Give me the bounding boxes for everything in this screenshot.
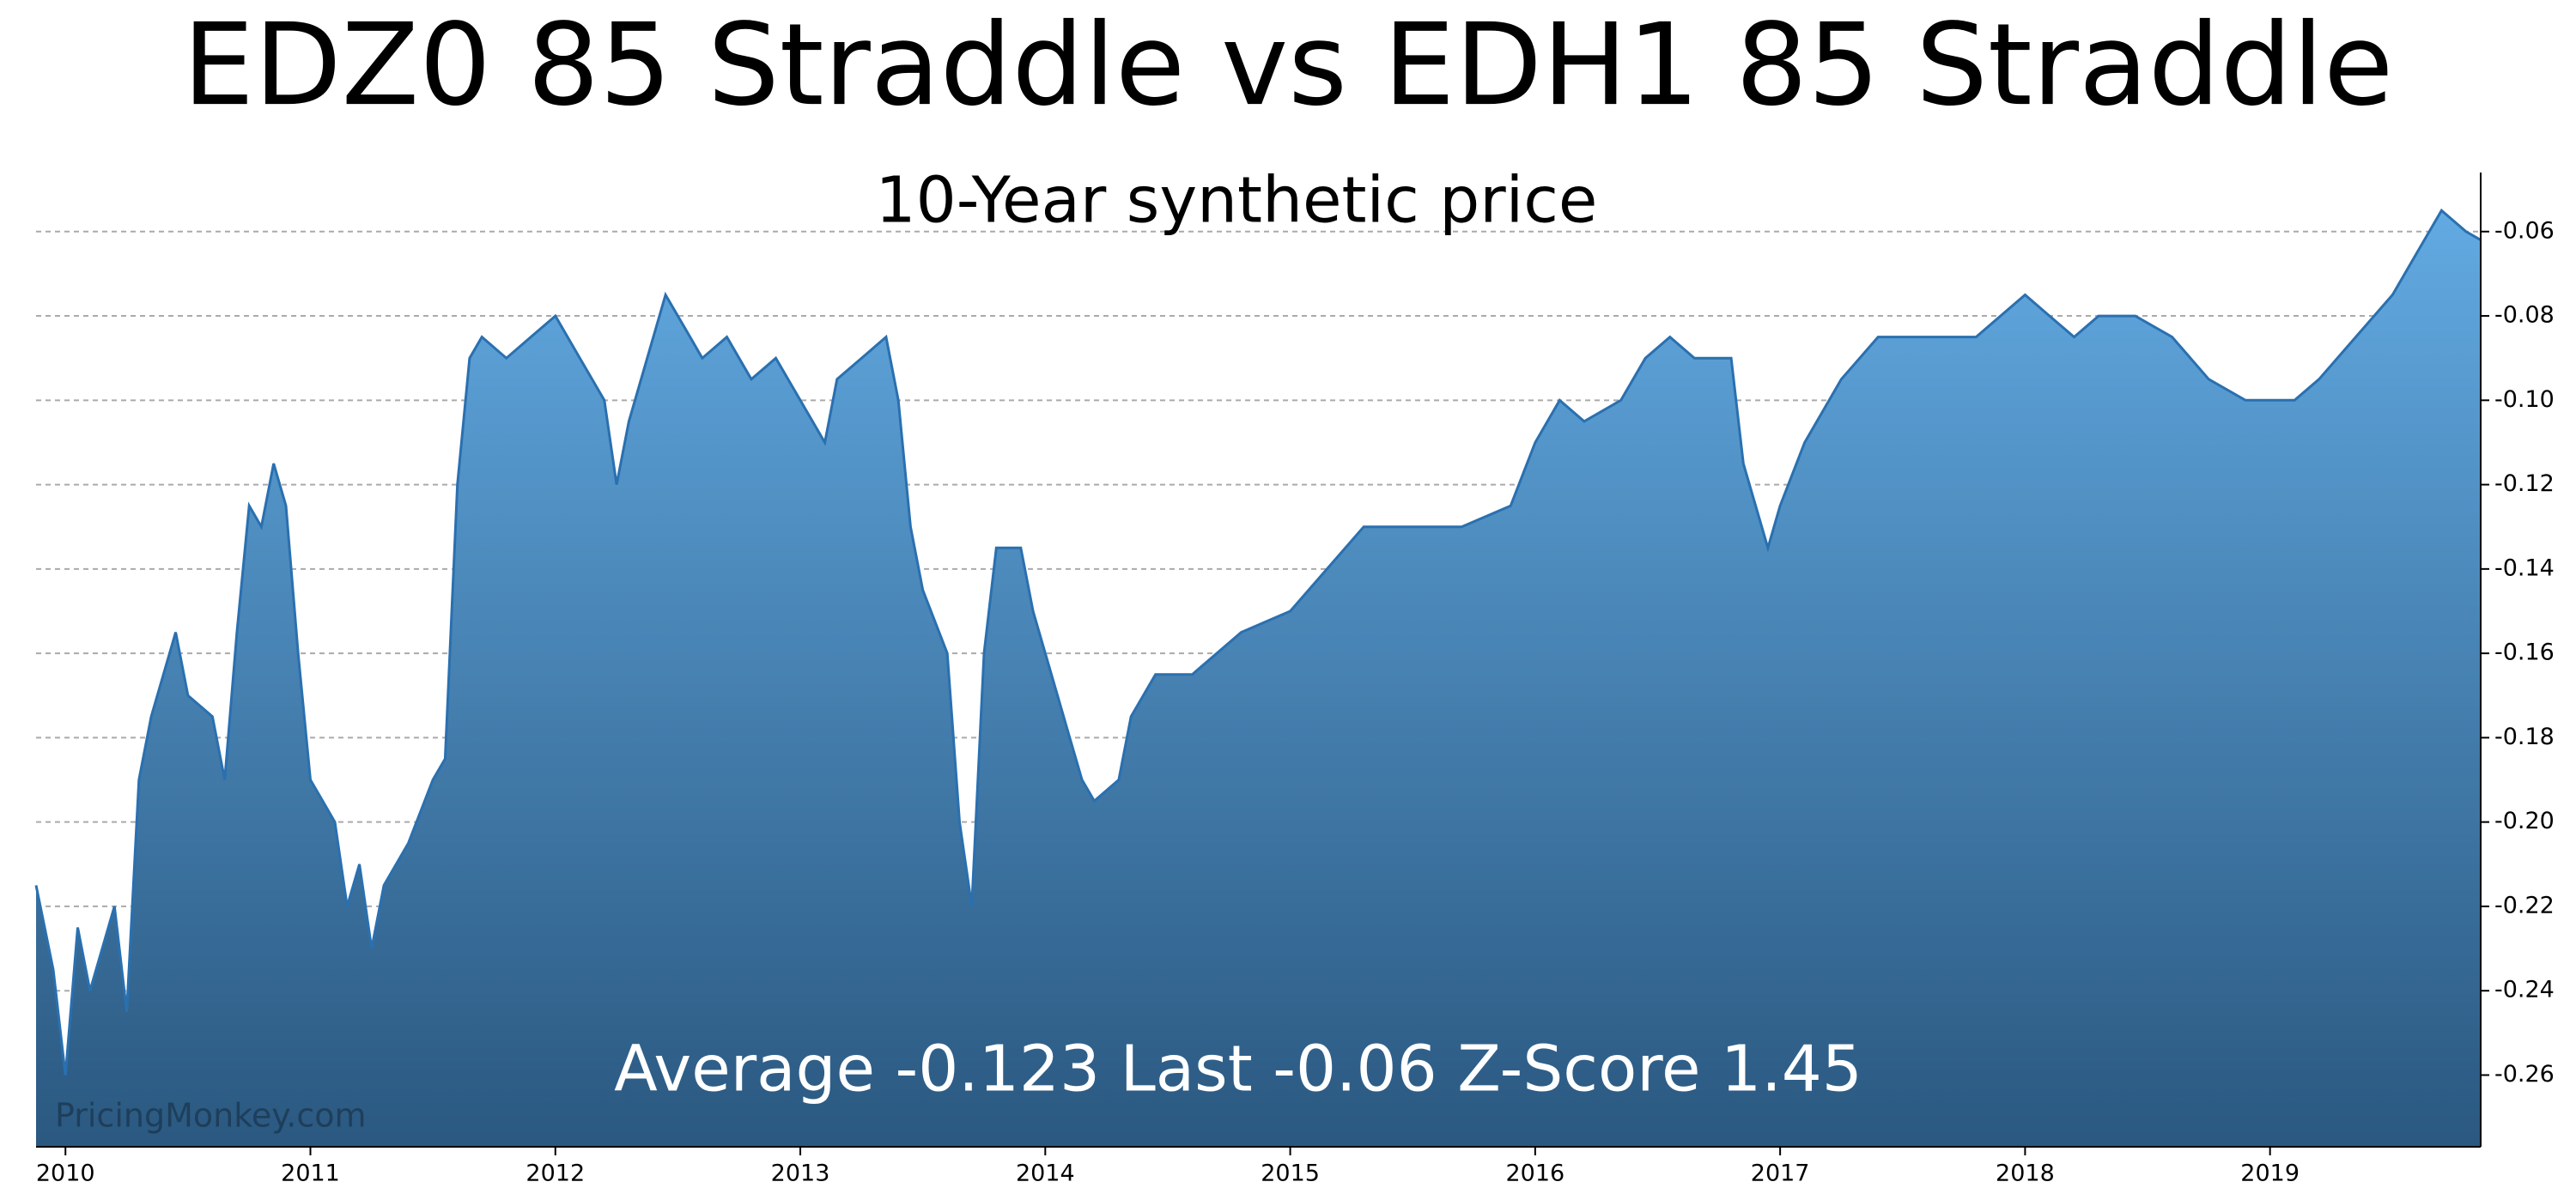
y-tick-label: -0.20	[2494, 808, 2555, 834]
x-tick-label: 2019	[2240, 1161, 2300, 1187]
y-tick-label: -0.10	[2494, 386, 2555, 413]
y-tick-label: -0.06	[2494, 217, 2555, 244]
y-tick-label: -0.12	[2494, 470, 2555, 497]
area	[36, 210, 2481, 1148]
y-tick-label: -0.08	[2494, 302, 2555, 329]
x-tick-label: 2017	[1751, 1161, 1810, 1187]
x-tick-label: 2015	[1261, 1161, 1320, 1187]
y-tick-label: -0.24	[2494, 977, 2555, 1003]
annotation: Average -0.123 Last -0.06 Z-Score 1.45	[614, 1033, 1862, 1106]
x-tick-label: 2012	[526, 1161, 585, 1187]
y-tick-label: -0.22	[2494, 892, 2555, 918]
x-tick-label: 2014	[1016, 1161, 1075, 1187]
y-tick-label: -0.18	[2494, 724, 2555, 750]
x-tick-label: 2010	[36, 1161, 95, 1187]
x-tick-label: 2018	[1996, 1161, 2055, 1187]
chart-subtitle: 10-Year synthetic price	[876, 164, 1598, 238]
chart-title: EDZ0 85 Straddle vs EDH1 85 Straddle	[183, 0, 2394, 131]
watermark: PricingMonkey.com	[55, 1097, 367, 1135]
x-tick-label: 2013	[771, 1161, 830, 1187]
y-tick-label: -0.16	[2494, 639, 2555, 666]
x-tick-label: 2011	[281, 1161, 340, 1187]
y-tick-label: -0.26	[2494, 1061, 2555, 1088]
y-tick-label: -0.14	[2494, 555, 2555, 581]
x-tick-label: 2016	[1505, 1161, 1564, 1187]
line	[34, 208, 2482, 1076]
